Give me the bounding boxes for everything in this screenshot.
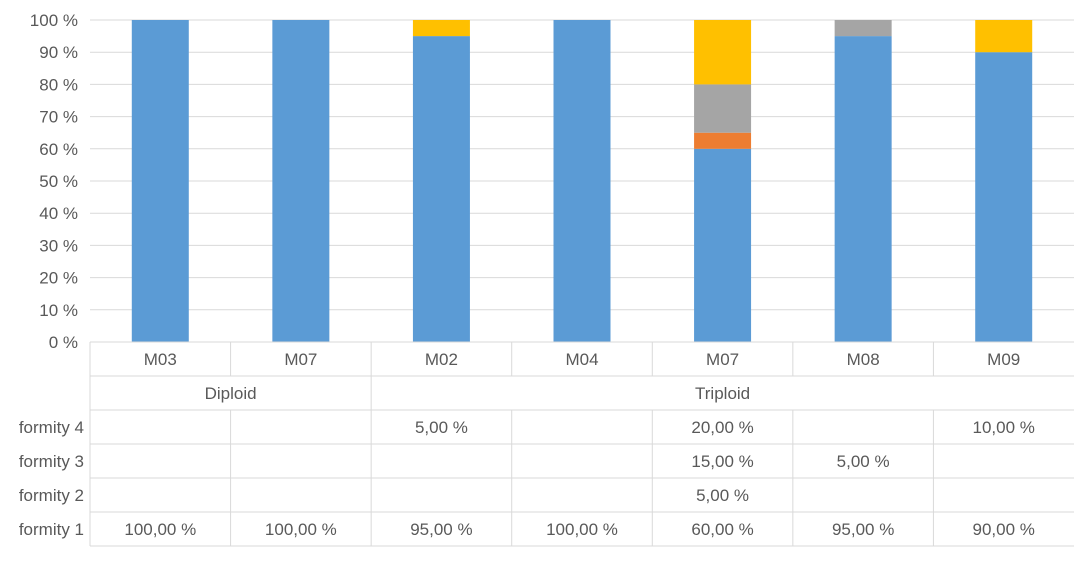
bar-segment-6-3 [975, 20, 1033, 53]
bar-segment-4-1 [694, 132, 752, 149]
category-label: M04 [565, 350, 598, 369]
series-row-label: formity 4 [19, 418, 84, 437]
y-tick-label: 70 % [39, 108, 78, 127]
bar-segment-4-2 [694, 84, 752, 133]
data-label: 100,00 % [546, 520, 618, 539]
bar-segment-4-0 [694, 148, 752, 342]
series-row-label: formity 3 [19, 452, 84, 471]
data-label: 100,00 % [265, 520, 337, 539]
bar-segment-5-0 [834, 36, 892, 342]
y-tick-label: 60 % [39, 140, 78, 159]
y-tick-label: 30 % [39, 236, 78, 255]
bar-segment-0-0 [131, 20, 189, 342]
bar-segment-5-2 [834, 20, 892, 37]
series-row-label: formity 2 [19, 486, 84, 505]
y-tick-label: 0 % [49, 333, 78, 352]
bar-segment-2-3 [412, 20, 470, 37]
category-label: M08 [847, 350, 880, 369]
bar-segment-1-0 [272, 20, 330, 342]
data-label: 5,00 % [696, 486, 749, 505]
group-label: Triploid [695, 384, 750, 403]
data-label: 95,00 % [410, 520, 472, 539]
category-label: M02 [425, 350, 458, 369]
category-label: M07 [284, 350, 317, 369]
data-label: 20,00 % [691, 418, 753, 437]
group-label: Diploid [205, 384, 257, 403]
y-tick-label: 40 % [39, 204, 78, 223]
data-label: 5,00 % [837, 452, 890, 471]
category-label: M09 [987, 350, 1020, 369]
data-label: 10,00 % [973, 418, 1035, 437]
data-label: 15,00 % [691, 452, 753, 471]
y-tick-label: 90 % [39, 43, 78, 62]
data-label: 95,00 % [832, 520, 894, 539]
y-tick-label: 80 % [39, 75, 78, 94]
y-tick-label: 100 % [30, 11, 78, 30]
bar-segment-3-0 [553, 20, 611, 342]
bar-segment-4-3 [694, 20, 752, 85]
data-label: 5,00 % [415, 418, 468, 437]
y-tick-label: 20 % [39, 269, 78, 288]
bar-segment-6-0 [975, 52, 1033, 342]
category-label: M07 [706, 350, 739, 369]
bar-segment-2-0 [412, 36, 470, 342]
y-tick-label: 10 % [39, 301, 78, 320]
data-label: 90,00 % [973, 520, 1035, 539]
data-label: 100,00 % [124, 520, 196, 539]
data-label: 60,00 % [691, 520, 753, 539]
series-row-label: formity 1 [19, 520, 84, 539]
y-tick-label: 50 % [39, 172, 78, 191]
category-label: M03 [144, 350, 177, 369]
